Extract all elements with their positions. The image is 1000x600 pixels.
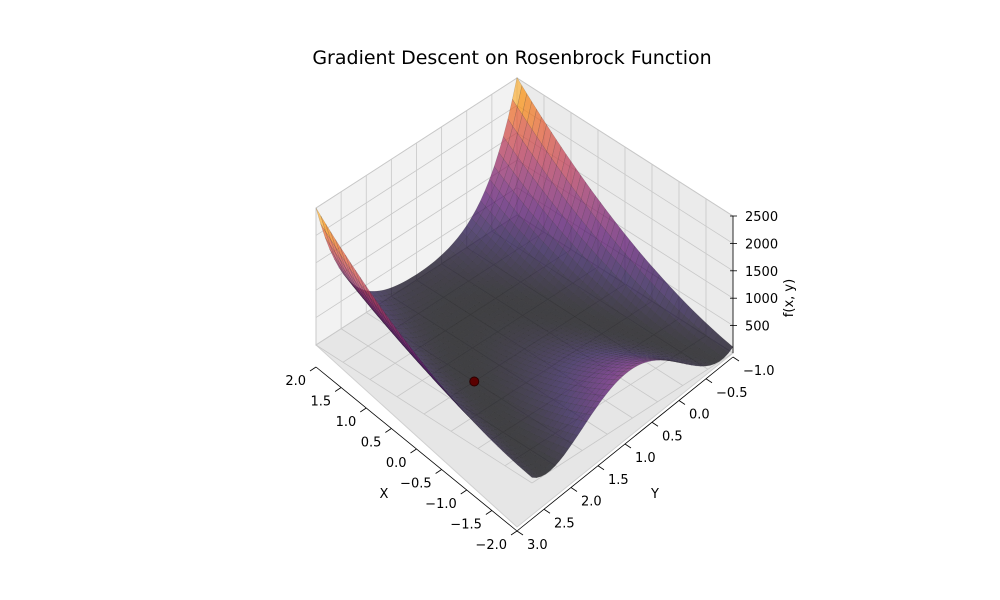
rosenbrock-surface [315, 77, 734, 478]
y-tick-mark [732, 356, 740, 362]
x-axis-ticks: 2.0 1.5 1.0 0.5 0.0 −0.5 −1.0 −1.5 −2.0 [285, 366, 518, 553]
x-tick-label: 1.5 [310, 395, 331, 410]
x-tick-mark [460, 489, 467, 495]
z-tick-label: 500 [745, 320, 770, 335]
y-tick-label: −0.5 [716, 386, 748, 401]
y-tick-label: 0.5 [662, 429, 683, 444]
y-tick-label: 3.0 [527, 538, 548, 553]
x-tick-label: 1.0 [336, 415, 357, 430]
x-tick-label: −0.5 [400, 477, 432, 492]
z-tick-label: 1500 [745, 265, 778, 280]
y-tick-label: 1.0 [635, 451, 656, 466]
y-tick-mark [678, 400, 686, 405]
x-tick-label: −1.5 [450, 518, 482, 533]
y-tick-label: 2.0 [581, 495, 602, 510]
z-axis-ticks: 500 1000 1500 2000 2500 [730, 210, 778, 335]
y-tick-label: 0.0 [689, 408, 710, 423]
y-tick-mark [516, 530, 524, 536]
z-tick-label: 2500 [745, 210, 778, 225]
x-tick-mark [360, 407, 367, 413]
x-tick-mark [410, 448, 417, 454]
x-tick-mark [334, 387, 342, 392]
y-tick-mark [651, 421, 659, 427]
x-axis-label: X [380, 487, 389, 502]
surface-patch [526, 473, 538, 478]
gradient-descent-point [469, 376, 480, 387]
x-tick-mark [385, 428, 392, 433]
x-tick-mark [435, 469, 442, 474]
y-tick-mark [624, 443, 632, 449]
y-axis-label: Y [650, 487, 659, 502]
x-tick-mark [309, 366, 317, 372]
x-tick-label: 2.0 [285, 374, 306, 389]
y-tick-label: −1.0 [743, 364, 775, 379]
y-tick-label: 2.5 [554, 516, 575, 531]
x-tick-label: −1.0 [425, 497, 457, 512]
x-tick-mark [485, 510, 493, 515]
x-tick-label: 0.5 [361, 436, 382, 451]
x-tick-label: 0.0 [386, 456, 407, 471]
x-tick-label: −2.0 [475, 538, 507, 553]
z-tick-label: 2000 [745, 237, 778, 252]
y-tick-label: 1.5 [608, 473, 629, 488]
z-tick-label: 1000 [745, 292, 778, 307]
y-tick-mark [543, 508, 551, 514]
y-tick-mark [705, 378, 713, 384]
y-tick-mark [597, 465, 605, 471]
y-axis-ticks: −1.0 −0.5 0.0 0.5 1.0 1.5 2.0 2.5 3.0 [516, 356, 775, 553]
x-tick-mark [510, 530, 518, 536]
z-axis-label: f(x, y) [782, 279, 797, 317]
chart-title: Gradient Descent on Rosenbrock Function [312, 47, 711, 69]
y-tick-mark [570, 487, 578, 492]
